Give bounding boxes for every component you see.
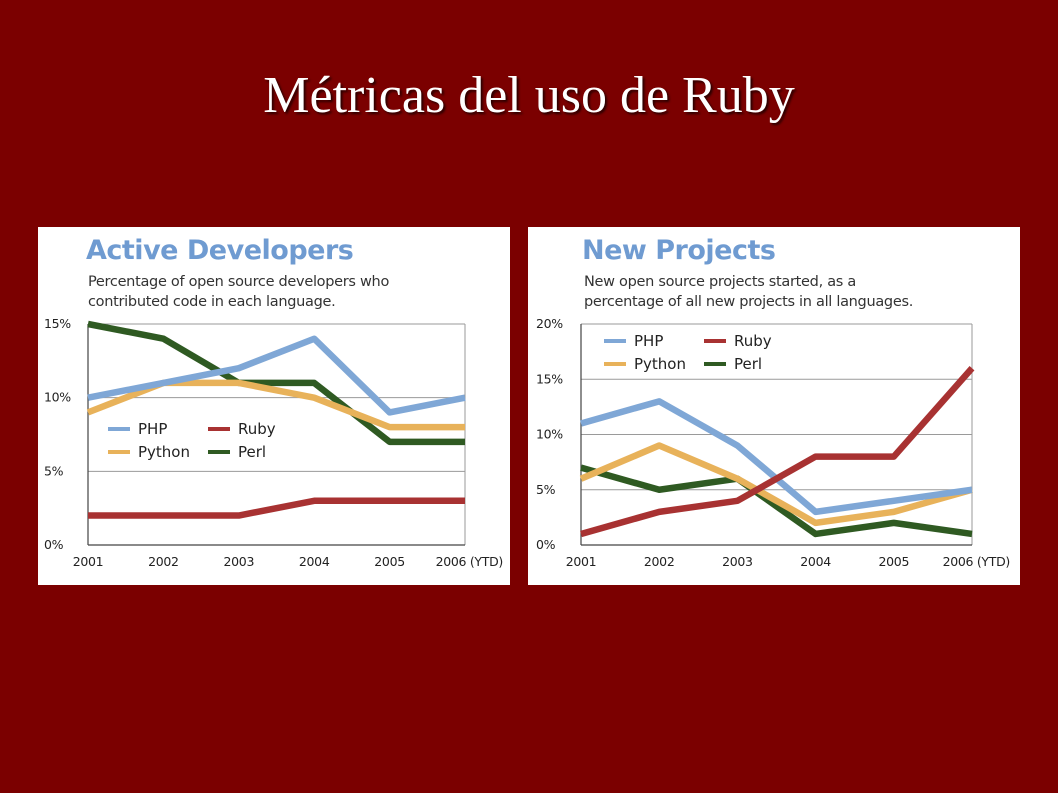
chart-subtitle: Percentage of open source developers who…	[88, 272, 498, 312]
y-tick-label: 5%	[44, 463, 64, 478]
y-tick-label: 20%	[536, 316, 563, 331]
new-projects-chart: 0% 5% 10% 15% 20% 2001 2002 2003 2004 2005 2006 (Y…	[528, 227, 1020, 585]
series-line-php	[87, 335, 466, 416]
legend-label: Ruby	[238, 420, 276, 438]
x-tick-label: 2002	[644, 554, 675, 569]
chart-subtitle-line: percentage of all new projects in all la…	[584, 294, 914, 310]
x-tick-label: 2002	[148, 554, 179, 569]
x-tick-label: 2004	[800, 554, 831, 569]
x-tick-label: 2006 (YTD)	[436, 554, 503, 569]
legend-label: Ruby	[734, 332, 772, 350]
series-line-perl	[580, 464, 973, 538]
legend-label: Python	[634, 355, 686, 373]
x-tick-label: 2001	[73, 554, 104, 569]
series-line-ruby	[580, 366, 975, 538]
legend-label: Perl	[238, 443, 266, 461]
x-tick-label: 2004	[299, 554, 330, 569]
x-tick-label: 2005	[374, 554, 405, 569]
x-tick-label: 2003	[223, 554, 254, 569]
legend-label: PHP	[138, 420, 167, 438]
chart-subtitle-line: contributed code in each language.	[88, 294, 336, 310]
series-line-perl	[87, 320, 465, 446]
chart-title: New Projects	[582, 235, 776, 266]
legend-label: Python	[138, 443, 190, 461]
active-developers-plot: 0% 5% 10% 15% 2001 2002 2003 2004 2005 2006 (YTD)…	[44, 316, 503, 569]
x-tick-label: 2006 (YTD)	[943, 554, 1010, 569]
y-tick-label: 10%	[536, 427, 563, 442]
series-line-python	[579, 442, 973, 527]
legend-label: Perl	[734, 355, 762, 373]
chart-subtitle-line: Percentage of open source developers who	[88, 274, 390, 290]
active-developers-chart: 0% 5% 10% 15% 2001 2002 2003 2004 2005 2006 (YTD)…	[38, 227, 510, 585]
y-tick-label: 10%	[44, 390, 71, 405]
y-tick-label: 0%	[44, 537, 64, 552]
y-tick-label: 5%	[536, 482, 556, 497]
x-tick-label: 2003	[722, 554, 753, 569]
legend-label: PHP	[634, 332, 663, 350]
y-tick-label: 15%	[536, 371, 563, 386]
y-tick-label: 15%	[44, 316, 71, 331]
series-line-ruby	[88, 497, 465, 519]
x-tick-label: 2005	[878, 554, 909, 569]
y-tick-label: 0%	[536, 537, 556, 552]
x-tick-label: 2001	[566, 554, 597, 569]
chart-subtitle: New open source projects started, as a p…	[584, 272, 1004, 312]
chart-title: Active Developers	[86, 235, 354, 266]
chart-subtitle-line: New open source projects started, as a	[584, 274, 856, 290]
slide-title: Métricas del uso de Ruby	[263, 67, 795, 124]
new-projects-plot: 0% 5% 10% 15% 20% 2001 2002 2003 2004 2005 2006 (Y…	[536, 316, 1010, 569]
